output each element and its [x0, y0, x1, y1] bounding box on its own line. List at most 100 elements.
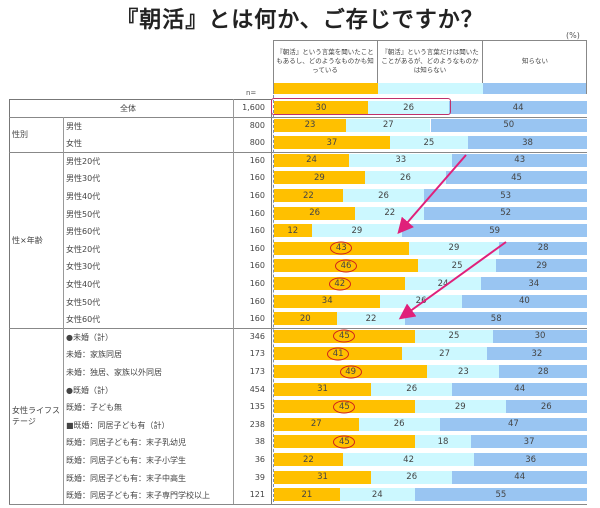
row-n: 173 [249, 367, 265, 376]
bar-segment-heard-only: 26 [358, 417, 440, 431]
data-label: 34 [321, 296, 333, 307]
data-label: 24 [371, 489, 383, 500]
data-label: 24 [306, 155, 317, 166]
data-label: 37 [326, 137, 338, 148]
bar-segment-know-content: 23 [274, 118, 346, 132]
bar-segment-heard-only: 26 [371, 470, 453, 484]
bar-segment-know-content: 45 [274, 435, 415, 449]
bar-segment-dont-know: 44 [452, 382, 587, 396]
row-label: ●既婚（計） [66, 385, 113, 395]
bar-segment-know-content: 30 [274, 101, 368, 114]
row-n: 173 [249, 349, 265, 359]
data-label: 25 [423, 137, 435, 148]
bar-segment-dont-know: 34 [480, 277, 587, 290]
data-label: 28 [537, 366, 549, 377]
data-label: 26 [406, 472, 418, 483]
group-separator [9, 116, 587, 118]
highlight-circle [339, 365, 362, 378]
data-label: 21 [301, 489, 313, 500]
data-label: 44 [514, 384, 526, 395]
n-column-divider [233, 99, 234, 504]
row-n: 160 [249, 226, 265, 236]
row-label: 女性50代 [66, 297, 101, 307]
group-label: 性別 [12, 130, 28, 140]
row-label: 男性 [66, 121, 82, 131]
data-label: 44 [514, 472, 526, 483]
bar-segment-heard-only: 29 [408, 241, 500, 255]
bar-segment-know-content: 46 [274, 259, 418, 273]
row-label: 既婚：同居子ども有：末子中高生 [66, 473, 186, 483]
row-n: 160 [249, 155, 265, 165]
data-label: 31 [317, 472, 328, 483]
bar-segment-know-content: 20 [274, 312, 337, 326]
group-label-line: 女性ライフス [12, 405, 60, 415]
bar-segment-heard-only: 23 [427, 365, 500, 378]
data-label: 27 [310, 419, 322, 430]
highlight-circle [334, 259, 357, 273]
bar-segment-heard-only: 29 [414, 400, 506, 414]
bar-segment-dont-know: 44 [449, 101, 587, 114]
group-label: 性×年齢 [12, 235, 43, 245]
chart-title: 『朝活』とは何か、ご存じですか？ [116, 8, 484, 33]
bar-segment-heard-only: 26 [342, 189, 425, 202]
row-label: 全体 [120, 104, 136, 113]
row-n: 160 [249, 314, 265, 324]
data-label: 26 [415, 296, 427, 307]
data-label: 24 [437, 278, 449, 289]
bar-segment-know-content: 26 [274, 206, 356, 220]
data-label: 26 [400, 172, 411, 183]
bar-segment-know-content: 45 [274, 400, 415, 414]
data-label: 36 [525, 454, 537, 465]
data-label: 18 [437, 436, 449, 447]
bar-segment-heard-only: 27 [345, 118, 431, 132]
data-label: 38 [522, 137, 533, 148]
bar-segment-dont-know: 52 [424, 206, 587, 220]
highlight-circle [330, 241, 353, 255]
data-label: 26 [309, 208, 321, 219]
bar-segment-heard-only: 26 [367, 101, 450, 114]
bar-segment-heard-only: 24 [339, 488, 415, 502]
bar-segment-know-content: 27 [274, 417, 359, 431]
bar-segment-heard-only: 22 [355, 206, 425, 220]
legend-header [273, 40, 587, 94]
row-n: 160 [249, 296, 265, 306]
data-label: 26 [403, 102, 414, 113]
group-divider [63, 327, 64, 504]
bar-segment-dont-know: 28 [499, 241, 587, 255]
legend-heard-only: 『朝活』という言葉だけは聞いたことがあるが、どのようなものかは知らない [378, 40, 483, 83]
row-n: 160 [249, 191, 265, 200]
group-divider [63, 151, 64, 328]
row-label: 未婚：独居、家族以外同居 [66, 368, 162, 377]
bar-segment-heard-only: 42 [342, 453, 475, 466]
bar-segment-know-content: 21 [274, 488, 340, 502]
row-n: 800 [249, 138, 265, 148]
highlight-circle [333, 435, 356, 449]
bar-segment-heard-only: 25 [417, 259, 497, 273]
bar-segment-dont-know: 50 [430, 118, 587, 132]
row-label: 既婚：同居子ども有：末子小学生 [66, 456, 186, 465]
legend-know-content: 『朝活』という言葉を聞いたこともあるし、どのようなものかも知っている [273, 40, 378, 83]
highlight-circle [333, 400, 356, 414]
bar-segment-heard-only: 24 [405, 277, 481, 290]
data-label: 12 [287, 225, 299, 236]
data-label: 26 [540, 401, 552, 412]
legend-swatch-dont-know [483, 83, 586, 94]
bar-segment-know-content: 45 [274, 329, 415, 343]
data-label: 27 [439, 348, 450, 359]
data-label: 45 [511, 172, 522, 183]
bar-segment-dont-know: 53 [424, 189, 587, 202]
bar-segment-heard-only: 25 [389, 136, 469, 150]
data-label: 33 [395, 155, 407, 166]
data-label: 55 [495, 489, 507, 500]
bar-segment-know-content: 12 [274, 224, 312, 238]
row-label: 男性50代 [66, 209, 101, 219]
data-label: 29 [454, 401, 466, 412]
bar-segment-know-content: 37 [274, 136, 390, 150]
bar-segment-heard-only: 29 [311, 224, 403, 238]
bar-segment-heard-only: 26 [364, 171, 447, 185]
data-label: 25 [448, 331, 460, 342]
row-label: 既婚：同居子ども有：末子乳幼児 [66, 438, 186, 448]
axis-line [273, 95, 275, 502]
row-n: 800 [249, 120, 265, 130]
data-label: 52 [500, 208, 512, 219]
